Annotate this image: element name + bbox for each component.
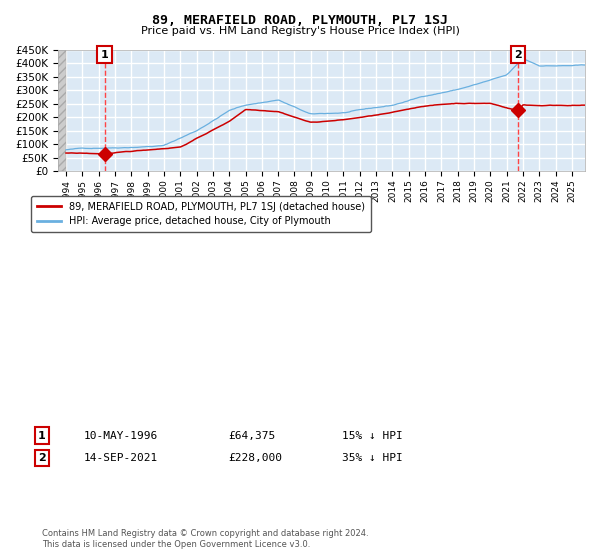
Text: 14-SEP-2021: 14-SEP-2021: [84, 453, 158, 463]
Text: 1: 1: [38, 431, 46, 441]
Text: £228,000: £228,000: [228, 453, 282, 463]
Text: 10-MAY-1996: 10-MAY-1996: [84, 431, 158, 441]
Legend: 89, MERAFIELD ROAD, PLYMOUTH, PL7 1SJ (detached house), HPI: Average price, deta: 89, MERAFIELD ROAD, PLYMOUTH, PL7 1SJ (d…: [31, 195, 371, 232]
Text: 1: 1: [101, 50, 109, 60]
Text: 2: 2: [514, 50, 522, 60]
Text: 89, MERAFIELD ROAD, PLYMOUTH, PL7 1SJ: 89, MERAFIELD ROAD, PLYMOUTH, PL7 1SJ: [152, 14, 448, 27]
Text: Price paid vs. HM Land Registry's House Price Index (HPI): Price paid vs. HM Land Registry's House …: [140, 26, 460, 36]
Text: 15% ↓ HPI: 15% ↓ HPI: [342, 431, 403, 441]
Text: Contains HM Land Registry data © Crown copyright and database right 2024.
This d: Contains HM Land Registry data © Crown c…: [42, 529, 368, 549]
Text: £64,375: £64,375: [228, 431, 275, 441]
Text: 35% ↓ HPI: 35% ↓ HPI: [342, 453, 403, 463]
Text: 2: 2: [38, 453, 46, 463]
